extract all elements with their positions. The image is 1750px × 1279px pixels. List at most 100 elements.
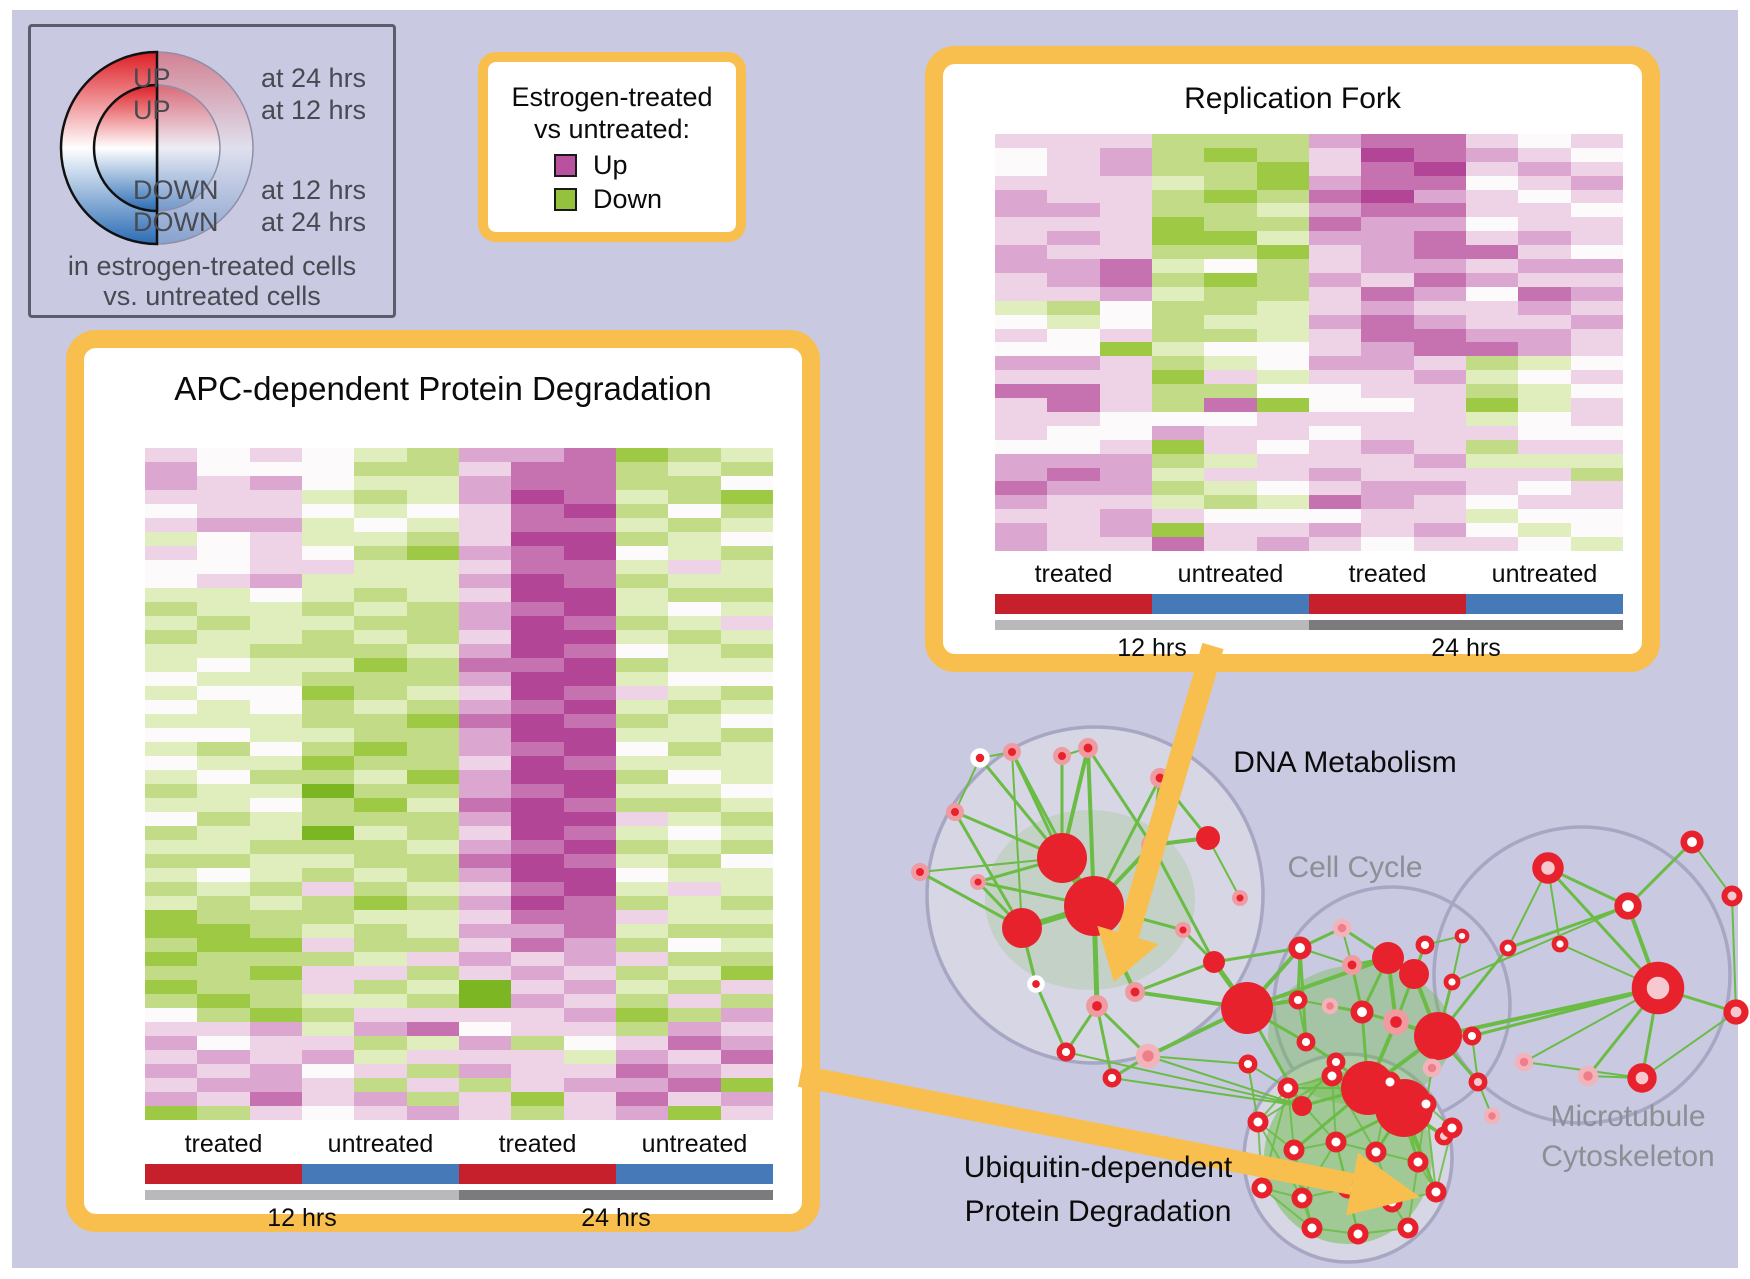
heatmap-cell	[197, 952, 250, 966]
heatmap-cell	[354, 658, 407, 672]
heatmap-cell	[1204, 537, 1257, 551]
heatmap-cell	[1099, 147, 1152, 162]
heatmap-cell	[1518, 342, 1571, 357]
heatmap-cell	[668, 462, 721, 476]
network-edge	[1147, 1055, 1303, 1107]
up12-time: at 12 hrs	[261, 95, 367, 125]
heatmap-cell	[458, 518, 512, 532]
heatmap-cell	[1151, 217, 1205, 232]
heatmap-cell	[1465, 147, 1519, 162]
heatmap-cell	[145, 1106, 198, 1120]
heatmap-cell	[720, 504, 773, 518]
network-edge	[1147, 1055, 1249, 1065]
heatmap-cell	[1151, 439, 1205, 454]
network-node	[1379, 1071, 1401, 1093]
network-edge	[1086, 747, 1154, 846]
heatmap-cell	[406, 1036, 459, 1050]
heatmap-cell	[301, 1078, 355, 1092]
heatmap-cell	[1047, 342, 1100, 357]
heatmap-cell	[458, 560, 512, 574]
heatmap-cell	[615, 728, 669, 742]
network-edge	[1150, 844, 1216, 963]
up12-word: UP	[133, 95, 171, 125]
heatmap-cell	[995, 425, 1048, 440]
heatmap-cell	[1465, 272, 1519, 287]
heatmap-cell	[249, 854, 302, 868]
heatmap-cell	[145, 1022, 198, 1036]
dial-footer-line2: vs. untreated cells	[103, 281, 321, 311]
heatmap-cell	[1308, 147, 1362, 162]
cluster-label: Microtubule	[1550, 1100, 1706, 1133]
heatmap-cell	[197, 1022, 250, 1036]
heatmap-cell	[406, 630, 459, 644]
network-node	[1125, 982, 1145, 1002]
heatmap-cell	[615, 462, 669, 476]
heatmap-cell	[1099, 245, 1152, 260]
heatmap-cell	[1518, 189, 1571, 204]
heatmap-cell	[511, 476, 564, 490]
heatmap-cell	[720, 448, 773, 462]
heatmap-cell	[406, 490, 459, 504]
heatmap-cell	[197, 812, 250, 826]
heatmap-cell	[615, 784, 669, 798]
heatmap-cell	[145, 994, 198, 1008]
heatmap-cell	[249, 924, 302, 938]
heatmap-cell	[1465, 134, 1519, 148]
heatmap-cell	[563, 854, 616, 868]
heatmap-cell	[1570, 259, 1623, 273]
heatmap-cell	[995, 509, 1048, 524]
heatmap-cell	[145, 980, 198, 994]
heatmap-cell	[458, 490, 512, 504]
heatmap-cell	[615, 1022, 669, 1036]
heatmap-cell	[406, 1064, 459, 1078]
heatmap-cell	[249, 1050, 302, 1064]
heatmap-cell	[1518, 175, 1571, 190]
network-node	[1422, 1058, 1442, 1078]
heatmap-cell	[668, 784, 721, 798]
heatmap-cell	[1099, 328, 1152, 343]
heatmap-cell	[301, 1036, 355, 1050]
rf-treated-12-label: treated	[1034, 560, 1113, 588]
heatmap-cell	[995, 523, 1048, 538]
network-node	[1468, 1072, 1488, 1092]
heatmap-cell	[563, 616, 616, 630]
heatmap-cell	[668, 672, 721, 686]
heatmap-cell	[720, 868, 773, 882]
heatmap-cell	[145, 1078, 198, 1092]
heatmap-cell	[1256, 411, 1309, 426]
heatmap-cell	[511, 630, 564, 644]
heatmap-cell	[145, 840, 198, 854]
heatmap-cell	[511, 560, 564, 574]
heatmap-cell	[145, 784, 198, 798]
network-node	[1292, 1096, 1312, 1116]
heatmap-cell	[1256, 189, 1309, 204]
heatmap-cell	[615, 980, 669, 994]
heatmap-cell	[511, 924, 564, 938]
cluster-blob	[1268, 965, 1452, 1105]
heatmap-cell	[197, 700, 250, 714]
down24-word: DOWN	[133, 207, 219, 237]
heatmap-cell	[197, 532, 250, 546]
heatmap-cell	[615, 504, 669, 518]
apc-treated-12-label: treated	[184, 1130, 263, 1158]
heatmap-cell	[1256, 314, 1309, 329]
up-color-swatch	[554, 154, 577, 177]
heatmap-cell	[197, 1036, 250, 1050]
heatmap-cell	[249, 882, 302, 896]
heatmap-cell	[720, 1106, 773, 1120]
apc-untreated-24-label: untreated	[641, 1130, 748, 1158]
heatmap-cell	[406, 518, 459, 532]
rf-time-labels: 12 hrs 24 hrs	[995, 634, 1623, 663]
heatmap-cell	[406, 966, 459, 980]
heatmap-cell	[197, 672, 250, 686]
cluster-label: Protein Degradation	[964, 1195, 1232, 1228]
heatmap-cell	[563, 546, 616, 560]
network-node	[1407, 1151, 1429, 1173]
heatmap-cell	[511, 784, 564, 798]
network-node	[911, 863, 929, 881]
heatmap-cell	[458, 700, 512, 714]
heatmap-cell	[1047, 245, 1100, 260]
heatmap-cell	[145, 602, 198, 616]
heatmap-cell	[668, 980, 721, 994]
heatmap-cell	[668, 504, 721, 518]
